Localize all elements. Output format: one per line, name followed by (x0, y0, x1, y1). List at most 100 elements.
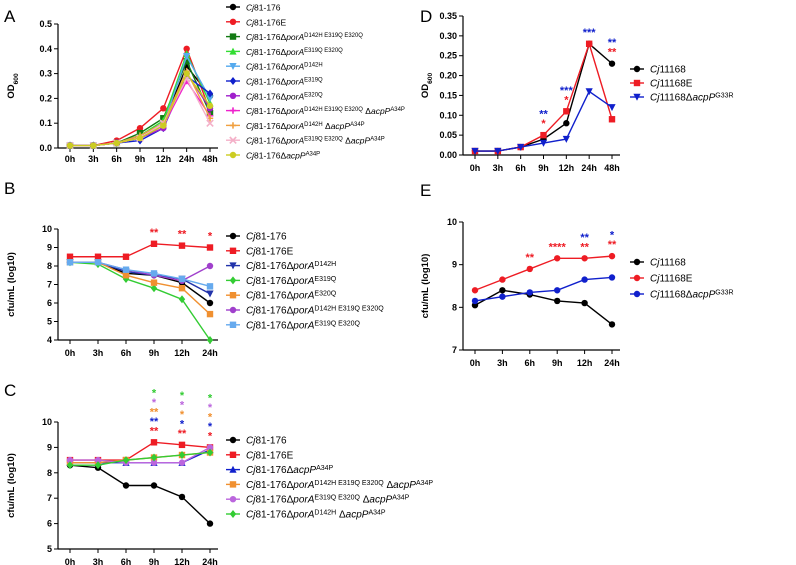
legend-superscript: E319Q (304, 78, 323, 84)
significance-stars: * (180, 409, 185, 421)
legend-marker (633, 65, 641, 73)
legend-strain: 81-176Δ (255, 510, 293, 521)
legend-strain: 81-176Δ (255, 480, 293, 491)
significance-stars: * (152, 387, 157, 399)
legend-strain: 11168Δ (659, 290, 692, 301)
data-point (206, 520, 214, 527)
legend-species: Cj (246, 121, 255, 131)
legend-superscript: A34P (316, 465, 333, 472)
series-11 (66, 70, 214, 149)
legend-species: Cj (650, 93, 660, 104)
data-point (206, 448, 214, 457)
legend-marker (229, 306, 237, 314)
significance-stars: * (152, 397, 157, 409)
legend-label: Cj81-176ΔporAD142H E319Q E320Q (246, 32, 363, 42)
y-axis-label: cfu/mL (log10) (6, 252, 17, 317)
data-point (206, 102, 214, 110)
y-tick-label: 10 (42, 224, 52, 234)
legend-species: Cj (246, 306, 256, 317)
legend-species: Cj (650, 274, 660, 285)
series-line (69, 261, 211, 341)
series-line (70, 243, 211, 258)
legend-gene: acpP (293, 465, 316, 476)
legend-strain: 81-176Δ (255, 320, 293, 331)
x-tick-label: 0h (470, 163, 481, 173)
series-2 (471, 252, 616, 294)
panel-d: D 0.00 0.05 0.10 0.15 0.20 0.25 0.30 0.35 0h 3h 6h 9… (420, 7, 734, 173)
legend-suffix-gene: acpP (369, 495, 392, 506)
legend-suffix-gene: acpP (393, 480, 416, 491)
legend-item: Cj81-176ΔporAD142H E319Q E320Q ΔacpPA34P (226, 479, 433, 491)
legend-marker (633, 93, 641, 101)
legend-superscript: E320Q (314, 290, 336, 297)
y-tick-label: 8 (47, 468, 52, 478)
significance-stars: * (180, 390, 185, 402)
x-tick-label: 12h (156, 154, 172, 164)
data-point (183, 70, 190, 77)
significance-stars: * (208, 402, 213, 414)
data-point (90, 142, 97, 149)
y-tick-label: 0.5 (39, 19, 52, 29)
data-point (608, 321, 616, 328)
legend-label: Cj81-176ΔporAE319Q E320Q (246, 320, 360, 332)
legend-marker (229, 136, 237, 144)
data-point (608, 60, 616, 67)
legend-item: Cj81-176ΔporAE320Q (226, 91, 323, 101)
legend-marker (229, 33, 237, 40)
data-point (585, 40, 593, 47)
data-point (471, 297, 479, 305)
significance-stars: ** (608, 47, 617, 59)
series-line (70, 261, 211, 288)
series-line (69, 464, 211, 525)
y-tick-label: 0.0 (39, 143, 52, 153)
y-tick-label: 6 (47, 298, 52, 308)
y-axis-label-main: OD (420, 84, 431, 98)
x-tick-label: 24h (604, 358, 620, 368)
legend-label: Cj81-176ΔporAD142H (246, 261, 336, 273)
data-point (66, 461, 74, 470)
legend-label: Cj11168ΔacpPG33R (650, 289, 734, 301)
legend-label: Cj81-176ΔporAD142H E319Q E320Q (246, 305, 384, 317)
significance-stars: ** (608, 239, 617, 251)
significance-stars: ** (608, 37, 617, 49)
y-tick-label: 7 (47, 493, 52, 503)
legend-suffix-superscript: A34P (392, 494, 409, 501)
legend-suffix-gene: acpP (371, 106, 391, 116)
legend-species: Cj (246, 465, 256, 476)
legend-suffix-delta: Δ (323, 121, 331, 131)
data-point (122, 456, 130, 465)
series-line (70, 451, 211, 466)
legend-superscript: D142H E319Q E320Q (314, 305, 384, 312)
series-7 (66, 259, 214, 290)
legend-gene: acpP (692, 290, 715, 301)
series-line (474, 276, 613, 302)
legend-marker (229, 63, 237, 70)
data-point (499, 276, 506, 283)
legend-suffix-delta: Δ (336, 510, 346, 521)
legend-item: Cj81-176ΔporAD142H ΔacpPA34P (226, 121, 365, 131)
legend-label: Cj81-176ΔacpPA34P (246, 465, 334, 477)
panel-letter: E (420, 181, 431, 200)
y-axis-label: cfu/mL (log10) (6, 453, 17, 518)
legend-species: Cj (246, 77, 255, 87)
legend-strain: 81-176Δ (254, 77, 286, 87)
legend-suffix-gene: acpP (351, 136, 371, 146)
legend-superscript: E319Q (314, 275, 336, 282)
legend-item: Cj81-176ΔporAE319Q (226, 275, 337, 287)
data-point (94, 456, 102, 464)
legend-species: Cj (650, 290, 660, 301)
data-point (178, 285, 186, 292)
data-point (526, 289, 533, 296)
legend-strain: 81-176Δ (255, 306, 293, 317)
data-point (554, 287, 561, 294)
data-point (183, 58, 190, 65)
y-tick-label: 0.4 (39, 44, 52, 54)
legend-species: Cj (650, 79, 660, 90)
series-5 (66, 259, 214, 318)
data-point (540, 131, 547, 139)
y-tick-label: 0.10 (439, 110, 457, 120)
legend-marker (229, 47, 237, 55)
legend-superscript: G33R (715, 289, 733, 296)
legend-strain: 81-176 (255, 232, 287, 243)
